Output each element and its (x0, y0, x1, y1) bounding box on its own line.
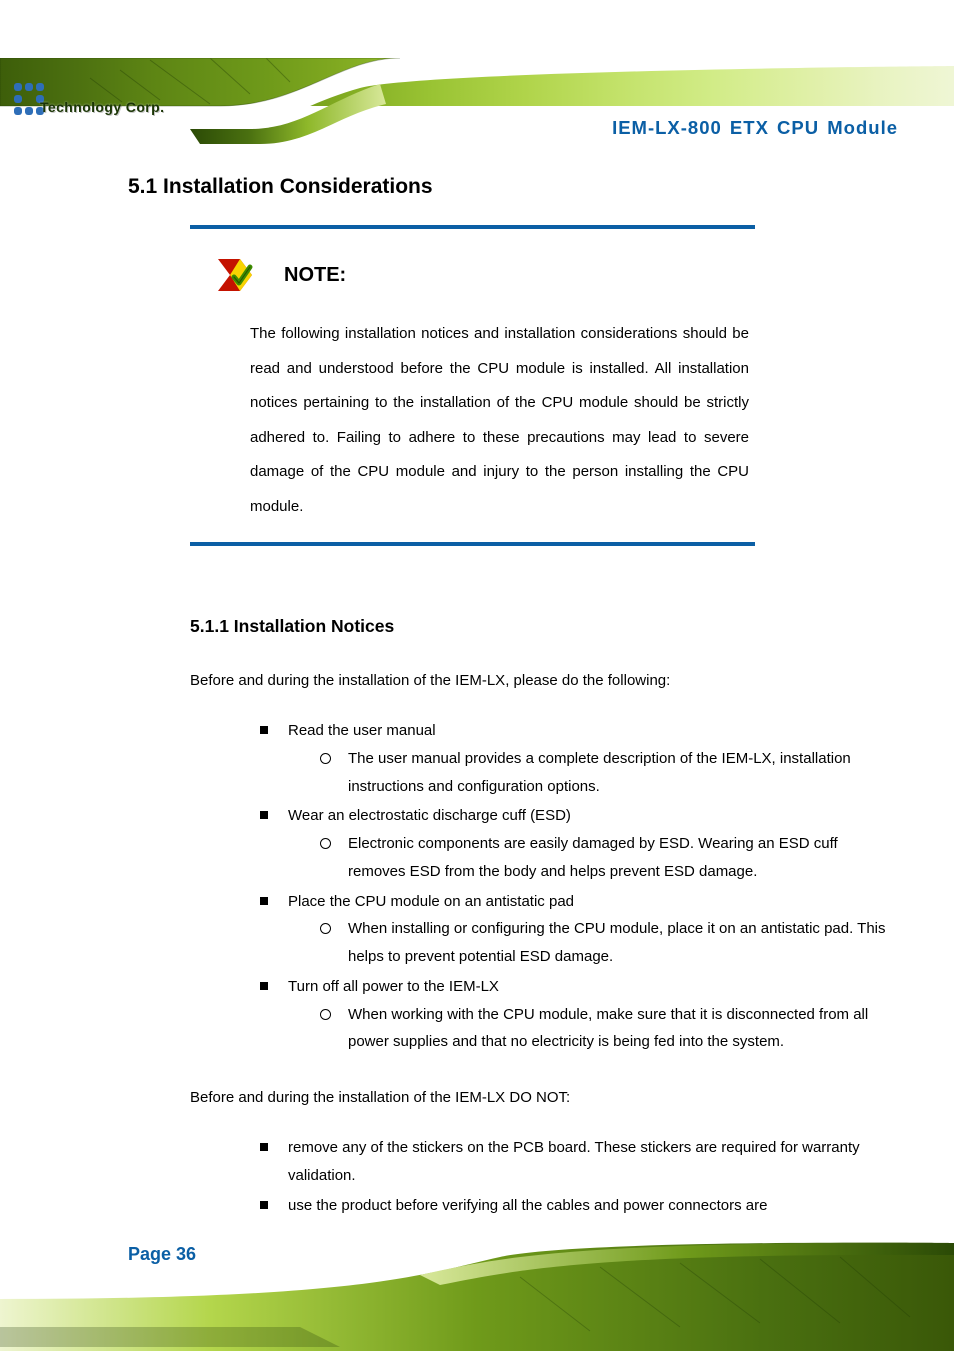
subsection-heading-5-1-1: 5.1.1 Installation Notices (190, 616, 898, 637)
note-heading: NOTE: (190, 255, 755, 295)
note-label: NOTE: (284, 264, 346, 287)
list-item: Place the CPU module on an antistatic pa… (260, 888, 888, 971)
note-text: The following installation notices and i… (190, 317, 755, 524)
do-list: Read the user manual The user manual prov… (260, 717, 888, 1056)
sub-list-item: When installing or configuring the CPU m… (320, 915, 888, 971)
list-item-text: Read the user manual (288, 722, 436, 739)
list-item-text: Place the CPU module on an antistatic pa… (288, 893, 574, 910)
list-item: Read the user manual The user manual prov… (260, 717, 888, 800)
list-item: Turn off all power to the IEM-LX When wor… (260, 973, 888, 1056)
page-content: 5.1 Installation Considerations NOTE: Th… (128, 175, 898, 1249)
note-block: NOTE: The following installation notices… (190, 255, 755, 524)
sub-list: When installing or configuring the CPU m… (320, 915, 888, 971)
page-number: Page 36 (128, 1244, 196, 1265)
note-icon (214, 255, 266, 295)
intro-do: Before and during the installation of th… (190, 669, 898, 693)
dont-list: remove any of the stickers on the PCB bo… (260, 1134, 888, 1219)
note-rule-bottom (190, 542, 755, 546)
document-title: IEM-LX-800 ETX CPU Module (612, 117, 898, 139)
sub-list-item: Electronic components are easily damaged… (320, 830, 888, 886)
technology-corp-tag: Technology Corp. (40, 99, 164, 115)
sub-list: When working with the CPU module, make s… (320, 1001, 888, 1057)
list-item-text: Wear an electrostatic discharge cuff (ES… (288, 807, 571, 824)
sub-list-item: When working with the CPU module, make s… (320, 1001, 888, 1057)
intro-dont: Before and during the installation of th… (190, 1086, 898, 1110)
note-rule-top (190, 225, 755, 229)
footer-banner: Page 36 (0, 1227, 954, 1351)
section-heading-5-1: 5.1 Installation Considerations (128, 175, 898, 199)
sub-list-item: The user manual provides a complete desc… (320, 745, 888, 801)
list-item: use the product before verifying all the… (260, 1192, 888, 1220)
list-item: remove any of the stickers on the PCB bo… (260, 1134, 888, 1190)
sub-list: The user manual provides a complete desc… (320, 745, 888, 801)
header-banner: Technology Corp. IEM-LX-800 ETX CPU Modu… (0, 0, 954, 165)
sub-list: Electronic components are easily damaged… (320, 830, 888, 886)
list-item: Wear an electrostatic discharge cuff (ES… (260, 802, 888, 885)
list-item-text: Turn off all power to the IEM-LX (288, 978, 499, 995)
